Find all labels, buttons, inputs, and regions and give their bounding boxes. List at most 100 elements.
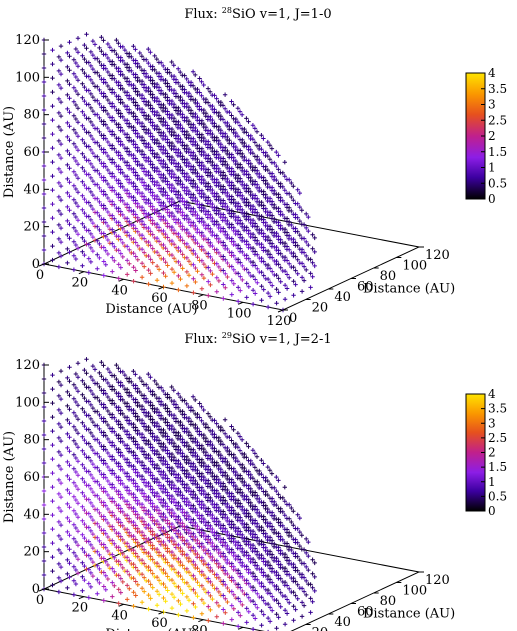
data-point <box>135 89 140 94</box>
data-point <box>75 417 81 422</box>
data-point <box>116 192 121 197</box>
data-point <box>227 124 232 129</box>
data-point <box>146 253 151 259</box>
data-point <box>191 178 196 183</box>
data-point <box>195 566 200 571</box>
data-point <box>41 121 47 127</box>
data-point <box>229 278 234 283</box>
chart-title: Flux: 28SiO v=1, J=1-0 <box>184 6 331 22</box>
data-point <box>50 372 55 378</box>
data-point <box>171 88 177 93</box>
data-point <box>71 155 77 160</box>
data-point <box>278 604 283 609</box>
data-point <box>201 82 206 88</box>
data-point <box>214 614 219 619</box>
data-point <box>75 487 81 492</box>
data-point <box>259 298 264 303</box>
data-point <box>105 153 111 159</box>
data-point <box>139 149 145 154</box>
data-point <box>261 217 266 222</box>
data-point <box>163 148 168 153</box>
data-point <box>242 154 247 160</box>
data-point <box>184 227 190 233</box>
data-point <box>86 214 91 219</box>
data-point <box>150 92 155 97</box>
data-point <box>301 278 307 283</box>
data-point <box>246 158 251 163</box>
data-point <box>97 580 102 586</box>
data-point <box>253 532 258 537</box>
data-point <box>171 158 177 163</box>
data-point <box>65 445 70 451</box>
data-point <box>90 178 96 184</box>
data-point <box>206 506 211 511</box>
data-point <box>125 174 130 179</box>
data-point <box>282 188 287 193</box>
data-point <box>210 271 215 277</box>
data-point <box>154 152 160 157</box>
data-point <box>148 173 153 178</box>
data-point <box>65 204 70 210</box>
z-tick-label: 80 <box>23 108 40 123</box>
data-point <box>229 222 234 227</box>
z-tick-label: 20 <box>23 220 40 235</box>
data-point <box>253 560 258 565</box>
data-point <box>214 488 219 493</box>
data-point <box>73 74 79 80</box>
data-point <box>236 610 241 615</box>
data-point <box>242 126 247 132</box>
data-point <box>127 149 132 154</box>
data-point <box>112 76 117 81</box>
data-point <box>225 204 230 210</box>
data-point <box>67 138 72 143</box>
data-point <box>176 556 181 562</box>
data-point <box>297 232 302 238</box>
data-point <box>255 210 260 215</box>
data-point <box>97 213 102 219</box>
data-point <box>208 212 213 218</box>
data-point <box>190 83 196 88</box>
data-point <box>263 178 268 183</box>
data-point <box>41 516 47 522</box>
data-point <box>148 375 153 380</box>
data-point <box>73 228 79 234</box>
data-point <box>71 267 77 272</box>
data-point <box>186 556 192 561</box>
data-point <box>73 200 79 206</box>
data-point <box>191 276 196 281</box>
data-point <box>199 202 205 207</box>
data-point <box>263 164 268 169</box>
data-point <box>41 530 47 536</box>
data-point <box>67 365 72 370</box>
data-point <box>193 397 198 403</box>
data-point <box>133 254 138 259</box>
data-point <box>103 164 108 169</box>
colorbar-tick-label: 0.5 <box>488 176 507 190</box>
data-point <box>65 148 70 154</box>
data-point <box>169 168 175 174</box>
data-point <box>240 462 245 468</box>
data-point <box>212 418 217 423</box>
data-point <box>180 84 185 89</box>
data-point <box>95 252 100 257</box>
data-point <box>82 126 87 132</box>
data-point <box>88 105 94 111</box>
data-point <box>304 239 309 245</box>
data-point <box>163 92 168 97</box>
data-point <box>125 104 130 109</box>
data-point <box>56 166 62 172</box>
data-point <box>146 197 151 203</box>
data-point <box>178 559 183 565</box>
data-point <box>238 204 243 209</box>
data-point <box>299 208 304 213</box>
data-point <box>261 273 266 278</box>
data-point <box>186 105 192 110</box>
data-point <box>195 538 200 543</box>
data-point <box>240 179 245 185</box>
data-point <box>206 265 211 270</box>
data-point <box>58 550 64 556</box>
data-point <box>103 66 108 71</box>
data-point <box>193 265 198 271</box>
data-point <box>135 61 140 66</box>
data-point <box>246 200 251 205</box>
